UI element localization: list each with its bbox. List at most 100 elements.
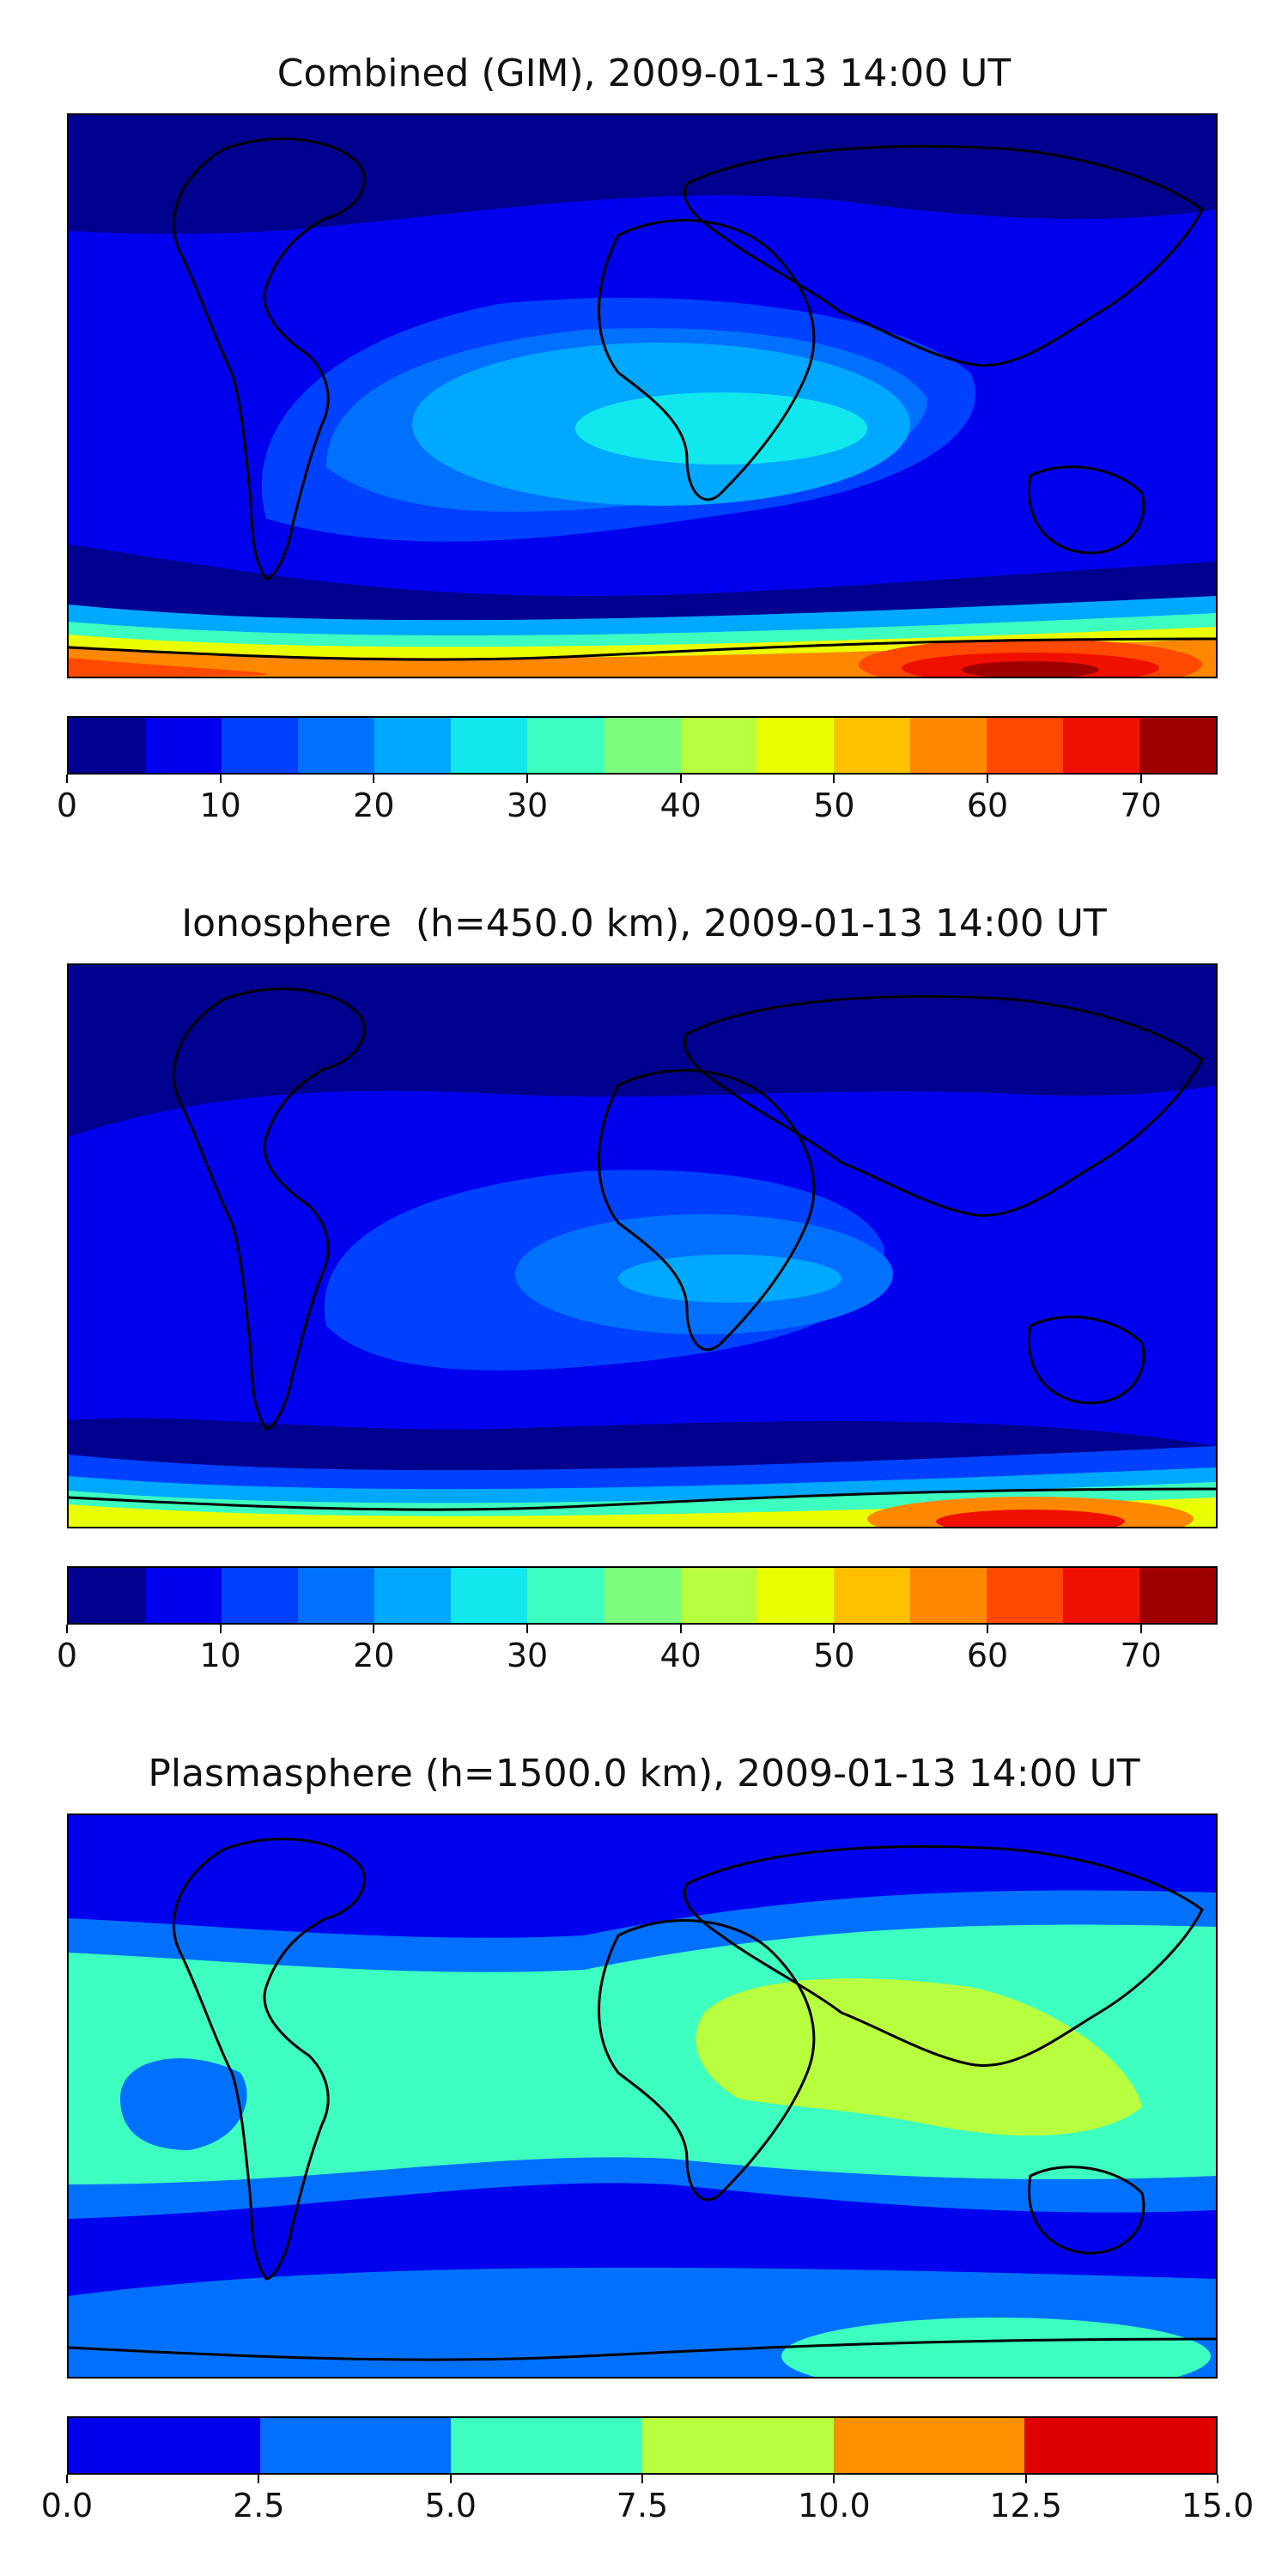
colorbar-tick [66,2475,68,2483]
colorbar-segment [642,2418,834,2473]
colorbar-tick-label: 5.0 [424,2487,477,2524]
colorbar-tick [833,2475,835,2483]
colorbar-segment [680,1568,757,1623]
contour-level [120,2058,247,2150]
colorbar-ticks: 0 10 20 30 40 50 60 70 [57,1625,1218,1676]
colorbar-segment [604,1568,681,1623]
colorbar-tick-label: 2.5 [233,2487,285,2524]
colorbar-tick [526,775,528,783]
colorbar-tick [833,1625,835,1633]
contour-level [696,1978,1142,2136]
coastlines [69,1838,1216,2361]
colorbar-segment [527,718,605,773]
colorbar-tick [833,775,835,783]
colorbar-segment [604,718,681,773]
colorbar [67,716,1218,775]
colorbar-tick [373,775,375,783]
contour-map [69,1815,1216,2377]
colorbar [67,1566,1218,1625]
colorbar-tick [987,775,988,783]
colorbar-segment [451,1568,528,1623]
chart-title: Ionosphere (h=450.0 km), 2009-01-13 14:0… [181,902,1107,945]
colorbar-segment [1062,1568,1139,1623]
colorbar-segment [909,718,987,773]
colorbar-tick [66,775,68,783]
colorbar-ticks: 0.0 2.5 5.0 7.5 10.0 12.5 15.0 [41,2475,1254,2526]
colorbar-segment [756,1568,834,1623]
colorbar-tick [219,1625,222,1633]
colorbar-tick-label: 12.5 [989,2487,1062,2524]
colorbar-tick-label: 30 [506,787,549,824]
contour-level [781,2318,1211,2377]
coastlines [69,987,1216,1511]
colorbar-tick-label: 0 [56,1637,78,1674]
colorbar-tick-label: 70 [1120,1637,1162,1674]
colorbar-tick-label: 10.0 [798,2487,871,2524]
colorbar-segment [1139,718,1216,773]
colorbar-segment [374,718,452,773]
colorbar-segment [986,718,1063,773]
colorbar-tick-label: 15.0 [1181,2487,1255,2524]
colorbar-tick-label: 40 [659,1637,702,1674]
colorbar-segment [298,718,375,773]
colorbar-tick-label: 0 [56,787,78,824]
colorbar-segment [259,2418,452,2473]
colorbar-tick [1139,1625,1142,1633]
colorbar-tick [219,775,222,783]
contour-level [618,1255,841,1303]
colorbar-segment [1062,718,1139,773]
colorbar-tick-label: 30 [506,1637,549,1674]
colorbar-segment [69,2418,260,2473]
colorbar-segment [69,718,146,773]
colorbar-segment [986,1568,1063,1623]
colorbar-segment [222,718,299,773]
colorbar-segment [222,1568,299,1623]
colorbar-tick [258,2475,260,2483]
contour-level [69,658,267,677]
colorbar-segment [1139,1568,1216,1623]
colorbar-tick [1217,2475,1218,2483]
colorbar-segment [1024,2418,1217,2473]
colorbar [67,2416,1218,2475]
colorbar-segment [451,2418,643,2473]
colorbar-segment [756,718,834,773]
colorbar-tick [987,1625,988,1633]
contour-map [69,115,1216,677]
contour-level [962,661,1099,677]
colorbar-tick-label: 40 [659,787,702,824]
colorbar-tick-label: 50 [813,1637,855,1674]
colorbar-segment [909,1568,987,1623]
contour-level [936,1510,1125,1527]
colorbar-segment [680,718,757,773]
map-plot-area [67,963,1218,1528]
colorbar-segment [298,1568,375,1623]
colorbar-tick-label: 60 [966,787,1009,824]
colorbar-tick [449,2475,452,2483]
colorbar-segment [145,718,222,773]
colorbar-tick [679,775,682,783]
colorbar-segment [833,1568,910,1623]
colorbar-tick-label: 10 [199,1637,241,1674]
colorbar-tick [641,2475,643,2483]
colorbar-tick [679,1625,682,1633]
map-plot-area [67,113,1218,678]
colorbar-tick-label: 20 [353,1637,395,1674]
chart-title: Plasmasphere (h=1500.0 km), 2009-01-13 1… [148,1752,1140,1795]
contour-map [69,965,1216,1527]
colorbar-segment [69,1568,146,1623]
colorbar-tick-label: 0.0 [40,2487,94,2524]
coastlines [69,137,1216,661]
colorbar-tick [373,1625,375,1633]
colorbar-tick [526,1625,528,1633]
colorbar-tick-label: 20 [353,787,395,824]
colorbar-tick [1024,2475,1027,2483]
colorbar-tick-label: 60 [966,1637,1009,1674]
colorbar-tick [66,1625,68,1633]
map-plot-area [67,1814,1218,2379]
colorbar-segment [145,1568,222,1623]
colorbar-segment [833,2418,1025,2473]
colorbar-ticks: 0 10 20 30 40 50 60 70 [57,775,1218,826]
contour-level [575,392,867,465]
colorbar-tick-label: 7.5 [616,2487,669,2524]
colorbar-segment [527,1568,605,1623]
